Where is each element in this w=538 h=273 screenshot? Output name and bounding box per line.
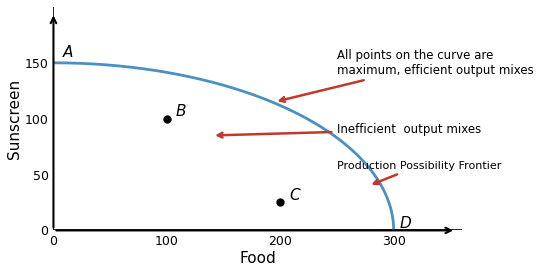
Text: All points on the curve are
maximum, efficient output mixes: All points on the curve are maximum, eff… (280, 49, 534, 102)
Text: Production Possibility Frontier: Production Possibility Frontier (337, 161, 501, 184)
X-axis label: Food: Food (239, 251, 276, 266)
Y-axis label: Sunscreen: Sunscreen (7, 79, 22, 159)
Text: D: D (399, 216, 411, 231)
Text: A: A (62, 45, 73, 60)
Text: C: C (289, 188, 300, 203)
Text: B: B (176, 105, 187, 120)
Text: Inefficient  output mixes: Inefficient output mixes (218, 123, 481, 138)
